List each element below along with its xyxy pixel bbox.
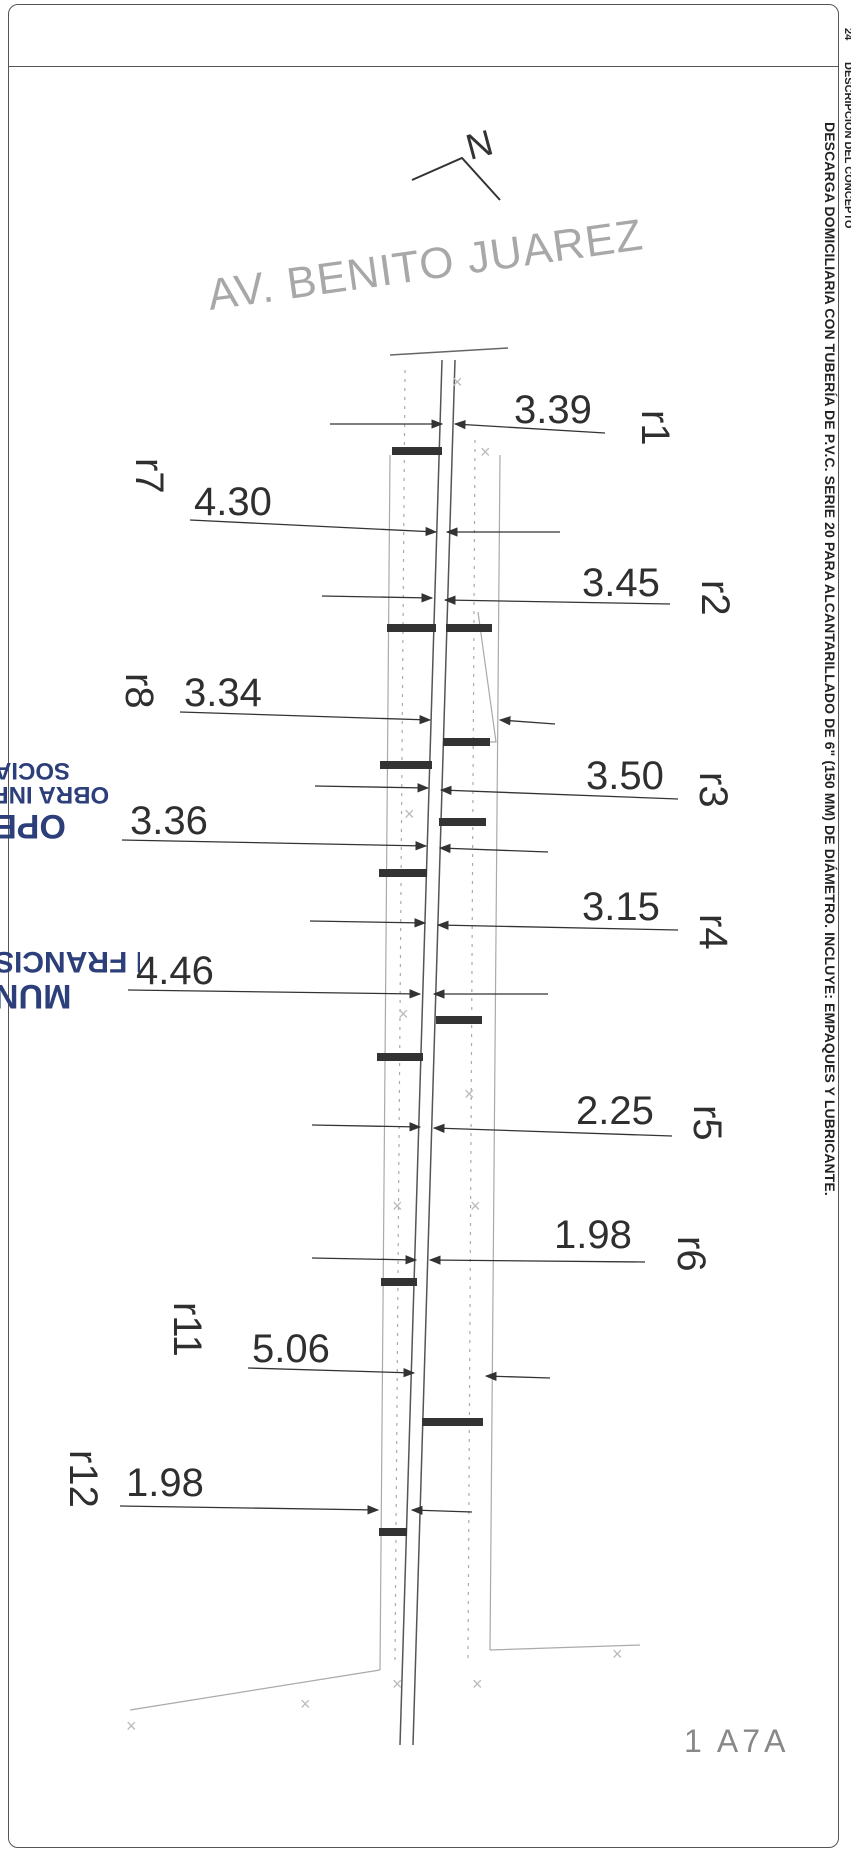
header-divider [8, 66, 839, 67]
service-connections [377, 447, 492, 1536]
svg-text:×: × [398, 1004, 409, 1024]
run-length-r4: 3.15 [582, 885, 660, 929]
svg-text:×: × [612, 1644, 623, 1664]
run-label-r3: r3 [691, 772, 735, 808]
run-length-r7: 4.30 [194, 480, 272, 524]
run-length-r2: 3.45 [582, 561, 660, 605]
run-label-r7: r7 [127, 458, 171, 494]
svg-text:×: × [392, 1196, 403, 1216]
run-label-r4: r4 [691, 914, 735, 950]
stamp-line-2: OBRA INF [0, 781, 110, 808]
run-length-r12: 1.98 [126, 1461, 204, 1505]
svg-text:×: × [470, 1196, 481, 1216]
north-label: N [461, 121, 497, 167]
svg-text:×: × [452, 372, 463, 392]
run-label-r1: r1 [633, 410, 677, 446]
run-label-r2: r2 [693, 580, 737, 616]
svg-text:×: × [404, 804, 415, 824]
stamp-line-5: MUN [0, 977, 72, 1015]
stamp-line-4: SAN FRANCIS [0, 945, 140, 978]
main-collector-pipe [389, 347, 509, 1746]
svg-text:×: × [480, 442, 491, 462]
run-length-r3: 3.50 [586, 754, 664, 798]
run-length-r5: 2.25 [576, 1089, 654, 1133]
run-length-r1: 3.39 [514, 388, 592, 432]
run-length-r8: 3.34 [184, 671, 262, 715]
north-arrow-icon: N [411, 121, 501, 201]
page-frame [8, 4, 839, 1848]
svg-text:×: × [464, 1084, 475, 1104]
run-label-r6: r6 [669, 1236, 713, 1272]
svg-text:×: × [300, 1694, 311, 1714]
run-length-r6: 1.98 [554, 1213, 632, 1257]
svg-text:×: × [392, 1674, 403, 1694]
footer-code: 1 A7A [684, 1723, 789, 1759]
official-stamp: SOCIA OBRA INF OPE SAN FRANCIS MUN [0, 720, 140, 1040]
run-label-r8: r8 [117, 673, 161, 709]
run-length-r10: 4.46 [136, 949, 214, 993]
run-length-r11: 5.06 [252, 1327, 330, 1371]
run-label-r11: r11 [165, 1302, 209, 1357]
x-marks: × × × × × × × × × × × × [126, 372, 623, 1736]
svg-text:×: × [126, 1716, 137, 1736]
dimension-lines [119, 419, 679, 1516]
page-number: 24 [842, 28, 851, 41]
property-lines [129, 369, 641, 1711]
stamp-line-3: OPE [0, 807, 66, 845]
svg-text:×: × [472, 1674, 483, 1694]
run-length-r9: 3.36 [130, 799, 208, 843]
concept-description: DESCARGA DOMICILIARIA CON TUBERÍA DE P.V… [822, 122, 838, 1196]
run-label-r12: r12 [61, 1450, 105, 1508]
run-label-r5: r5 [685, 1105, 729, 1141]
street-name: AV. BENITO JUAREZ [205, 210, 647, 320]
concept-title: DESCRIPCIÓN DEL CONCEPTO [842, 62, 851, 229]
